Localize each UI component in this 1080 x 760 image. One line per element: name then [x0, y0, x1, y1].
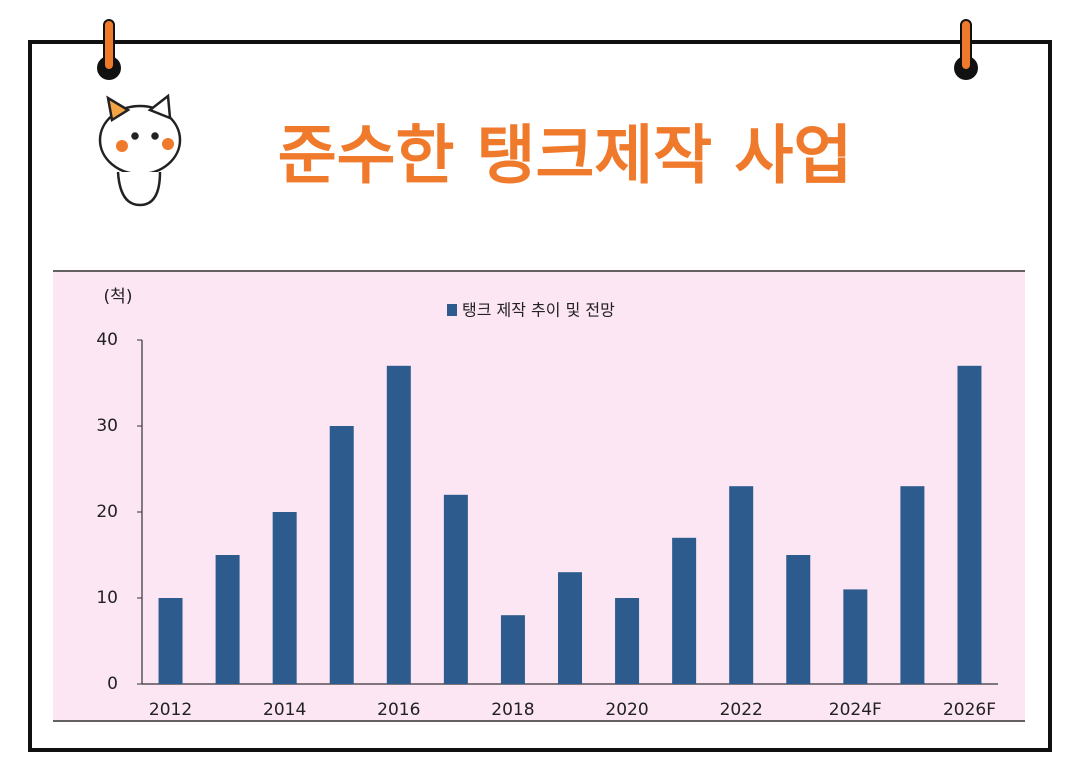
bar	[443, 494, 468, 684]
ring-right	[954, 19, 978, 80]
bar	[615, 598, 640, 684]
bar	[957, 365, 982, 684]
bar	[329, 426, 354, 684]
x-tick-label: 2014	[263, 700, 306, 720]
x-tick-label: 2016	[377, 700, 420, 720]
x-tick-label: 2024F	[829, 700, 882, 720]
legend-label: 탱크 제작 추이 및 전망	[462, 301, 615, 320]
x-tick-label: 2026F	[943, 700, 996, 720]
slide-title: 준수한 탱크제작 사업	[278, 120, 852, 194]
bar	[843, 589, 868, 684]
y-unit-label: (척)	[104, 287, 133, 307]
bar	[500, 615, 525, 684]
plot: 0 10 20 30 40 탱크 제작 추이 및 전망 2012 2014 2016 2018 20…	[96, 301, 998, 720]
y-tick-label: 10	[96, 588, 118, 608]
bar	[729, 486, 754, 684]
x-tick-label: 2018	[491, 700, 534, 720]
bar	[158, 598, 183, 684]
y-tick-label: 30	[96, 416, 118, 436]
bar	[215, 555, 240, 684]
bar	[558, 572, 582, 684]
legend-swatch	[447, 304, 457, 316]
x-tick-label: 2022	[720, 700, 763, 720]
y-tick-label: 40	[96, 330, 118, 350]
x-tick-label: 2020	[605, 700, 648, 720]
cat-icon	[98, 93, 182, 207]
ring-left	[97, 19, 121, 80]
bar	[786, 555, 811, 684]
y-tick-label: 0	[107, 674, 118, 694]
y-tick-label: 20	[96, 502, 118, 522]
bar	[672, 537, 697, 684]
bar	[900, 486, 925, 684]
bar	[386, 365, 411, 684]
x-tick-label: 2012	[149, 700, 192, 720]
chart-panel	[53, 270, 1025, 722]
bar	[272, 512, 297, 684]
